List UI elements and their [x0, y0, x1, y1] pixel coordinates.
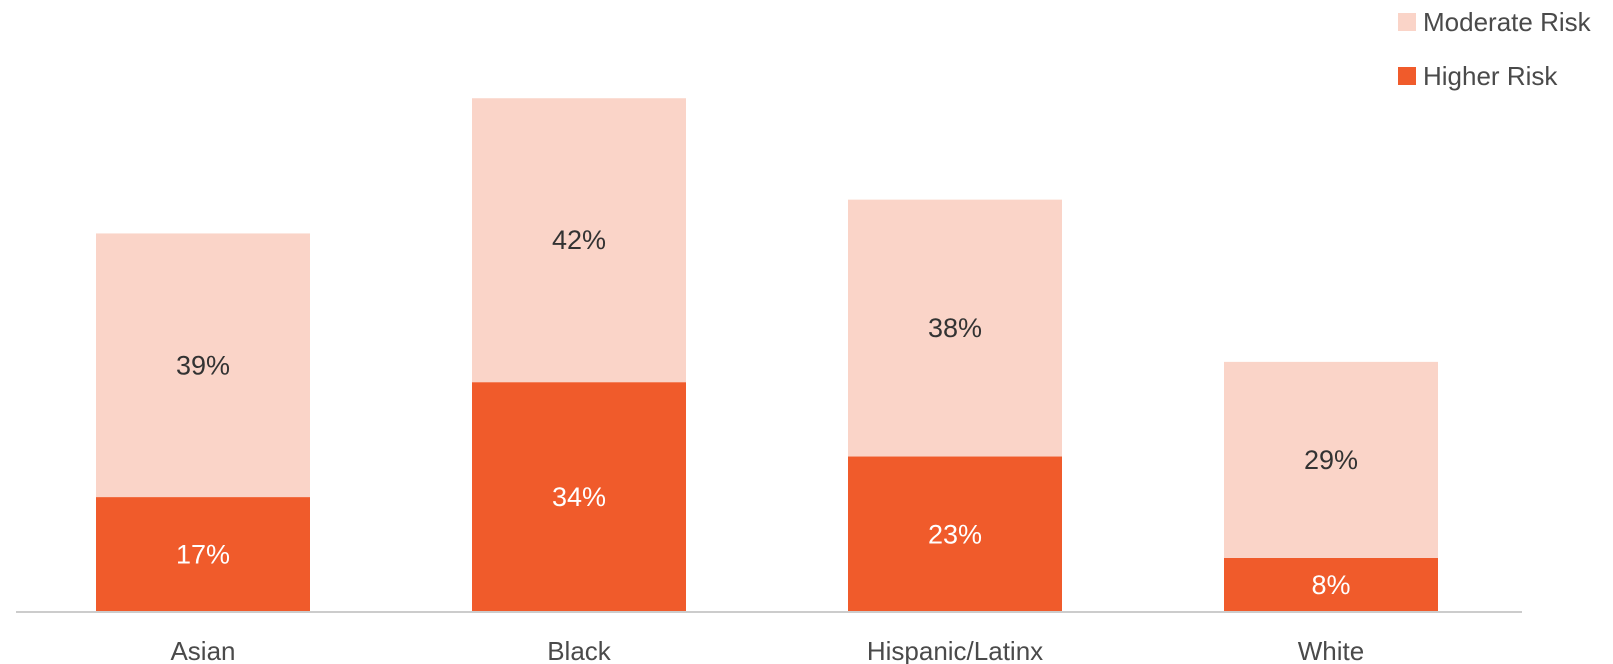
data-label-moderate-risk-asian: 39% — [176, 350, 230, 380]
category-label-white: White — [1298, 636, 1364, 664]
legend-label-moderate-risk: Moderate Risk — [1423, 6, 1591, 37]
legend-swatch-moderate-risk — [1398, 13, 1416, 31]
bar-moderate-risk-black — [472, 98, 686, 383]
bar-higher-risk-black — [472, 382, 686, 612]
data-label-higher-risk-hispanic-latinx: 23% — [928, 519, 982, 549]
legend-swatch-higher-risk — [1398, 67, 1416, 85]
legend-item-higher-risk: Higher Risk — [1398, 58, 1591, 94]
bar-higher-risk-white — [1224, 557, 1438, 612]
bar-moderate-risk-asian — [96, 233, 310, 498]
data-label-higher-risk-asian: 17% — [176, 540, 230, 570]
bar-moderate-risk-hispanic-latinx — [848, 199, 1062, 457]
bar-moderate-risk-white — [1224, 361, 1438, 558]
value-labels-group: 17% 39% 34% 42% 23% 38% 8% 29% — [176, 225, 1358, 600]
data-label-moderate-risk-hispanic-latinx: 38% — [928, 313, 982, 343]
category-label-black: Black — [547, 636, 612, 664]
data-label-moderate-risk-white: 29% — [1304, 445, 1358, 475]
data-label-moderate-risk-black: 42% — [552, 225, 606, 255]
legend: Moderate Risk Higher Risk — [1398, 4, 1591, 112]
bar-higher-risk-asian — [96, 497, 310, 612]
bar-higher-risk-hispanic-latinx — [848, 456, 1062, 612]
category-label-hispanic-latinx: Hispanic/Latinx — [867, 636, 1043, 664]
category-labels-group: Asian Black Hispanic/Latinx White — [170, 636, 1364, 664]
data-label-higher-risk-black: 34% — [552, 482, 606, 512]
legend-label-higher-risk: Higher Risk — [1423, 60, 1558, 91]
bars-group — [96, 98, 1438, 612]
data-label-higher-risk-white: 8% — [1311, 570, 1350, 600]
legend-item-moderate-risk: Moderate Risk — [1398, 4, 1591, 40]
category-label-asian: Asian — [170, 636, 235, 664]
